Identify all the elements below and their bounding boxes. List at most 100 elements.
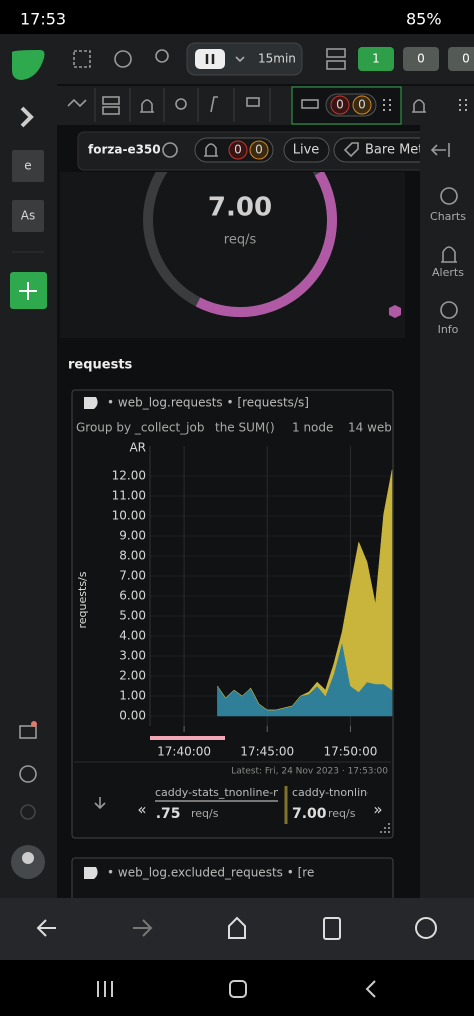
badge: [31, 721, 37, 727]
legend-item[interactable]: caddy-tnonline 7.00 req/s: [292, 786, 374, 822]
warning-badge: [352, 95, 372, 115]
tab-icon[interactable]: [140, 99, 154, 113]
home-button[interactable]: [228, 916, 246, 939]
tag-icon: [343, 142, 359, 158]
y-tick-label: 6.00: [119, 589, 146, 603]
y-tick-label: 0.00: [119, 709, 146, 723]
system-nav: [0, 960, 474, 1016]
tab-icon[interactable]: [412, 99, 426, 113]
count-button[interactable]: [358, 47, 394, 71]
area: [217, 469, 393, 711]
bell-icon: [204, 143, 218, 157]
live-label: Live: [293, 143, 320, 158]
count-button[interactable]: [448, 47, 474, 71]
back[interactable]: [365, 980, 376, 998]
tab-icon: [301, 99, 319, 109]
forward-button[interactable]: [133, 919, 153, 937]
inbox-icon[interactable]: [19, 725, 37, 739]
section-title: requests: [68, 358, 133, 373]
download-icon[interactable]: [94, 797, 106, 810]
gauge-unit: req/s: [224, 233, 257, 248]
legend-value: 0.75: [146, 806, 181, 822]
active-tab[interactable]: [291, 86, 402, 125]
y-tick-label: 5.00: [119, 609, 146, 623]
resize-handle[interactable]: [380, 823, 390, 833]
logo[interactable]: [12, 50, 45, 80]
legend-unit: req/s: [328, 807, 356, 820]
drag-handle[interactable]: [459, 99, 467, 111]
idea-icon[interactable]: [155, 49, 169, 63]
charts-icon[interactable]: [440, 187, 458, 205]
nodes-icon: [326, 60, 346, 70]
y-axis-corner: AR: [129, 441, 146, 455]
alerts-icon[interactable]: [441, 246, 457, 263]
panel-label[interactable]: Alerts: [432, 266, 464, 279]
settings-icon[interactable]: [20, 804, 36, 820]
filter-pill[interactable]: [333, 137, 444, 163]
node-name[interactable]: forza-e350: [88, 143, 161, 157]
chart-logo: [84, 397, 98, 409]
y-tick-label: 10.00: [112, 509, 146, 523]
tab-icon[interactable]: [175, 98, 187, 110]
gauge-marker: [389, 305, 401, 318]
legend-name: caddy-tnonline: [292, 786, 374, 799]
chart: AR requests/s 0.00 1.00 2.00 3.00 4.00 5.00 6.00…: [76, 441, 393, 759]
y-axis-title: requests/s: [76, 571, 89, 628]
status-bar: [0, 0, 474, 34]
account-button[interactable]: [415, 917, 437, 939]
critical-count: 0: [336, 98, 344, 112]
select-icon[interactable]: [73, 50, 91, 68]
tab-icon[interactable]: [67, 98, 87, 108]
tab-icon[interactable]: [246, 97, 260, 107]
collapse-icon[interactable]: [430, 143, 450, 157]
tab-icon[interactable]: [102, 96, 120, 105]
expand[interactable]: [20, 106, 34, 128]
space-button[interactable]: [12, 150, 44, 182]
chart-card: [71, 389, 394, 839]
group-by[interactable]: Group by _collect_job: [76, 421, 204, 435]
nodes-filter[interactable]: 1 node: [292, 421, 333, 435]
pause-button[interactable]: [195, 49, 225, 69]
critical-badge: [330, 95, 350, 115]
warning-count: 0: [255, 143, 263, 157]
instances-filter[interactable]: 14 web s: [348, 421, 402, 435]
y-tick-label: 3.00: [119, 649, 146, 663]
back-button[interactable]: [36, 919, 56, 937]
legend-item[interactable]: caddy-stats_tnonline-net 0.75 req/s: [146, 786, 292, 822]
panel-label[interactable]: Charts: [430, 210, 466, 223]
y-tick-label: 12.00: [112, 469, 146, 483]
card-title: • web_log.requests • [requests/s]: [107, 396, 309, 410]
y-tick-label: 9.00: [119, 529, 146, 543]
tabs-button[interactable]: [323, 917, 341, 940]
card-header: • web_log.requests • [requests/s] Group …: [76, 396, 402, 435]
drag-handle[interactable]: [383, 99, 391, 111]
dropdown[interactable]: [235, 56, 245, 63]
legend-prev[interactable]: «: [137, 801, 146, 819]
latest: Latest: Fri, 24 Nov 2023 · 17:53:00: [231, 767, 388, 777]
tab-icon[interactable]: [210, 96, 218, 113]
nodes-icon[interactable]: [326, 48, 346, 58]
time-selection[interactable]: [150, 736, 225, 740]
y-tick-label: 1.00: [119, 689, 146, 703]
gauge-value: 7.00: [208, 193, 272, 223]
gauge-fill: [195, 172, 337, 318]
info-icon[interactable]: [440, 301, 458, 319]
recents[interactable]: [97, 981, 113, 997]
legend-next[interactable]: »: [373, 801, 382, 819]
aggregation[interactable]: the SUM(): [215, 421, 275, 435]
info-icon[interactable]: [162, 142, 178, 158]
panel-label[interactable]: Info: [438, 323, 459, 336]
tab-icons: [67, 96, 260, 115]
critical-count: 0: [234, 143, 242, 157]
live-pill[interactable]: [283, 137, 330, 163]
space-button[interactable]: [12, 200, 44, 232]
settings-icon[interactable]: [114, 50, 132, 68]
count-button[interactable]: [403, 47, 439, 71]
count: 0: [417, 52, 425, 66]
warning-count: 0: [358, 98, 366, 112]
filter-label: Bare Met: [365, 143, 423, 158]
home[interactable]: [229, 980, 247, 998]
help-icon[interactable]: [19, 765, 37, 783]
